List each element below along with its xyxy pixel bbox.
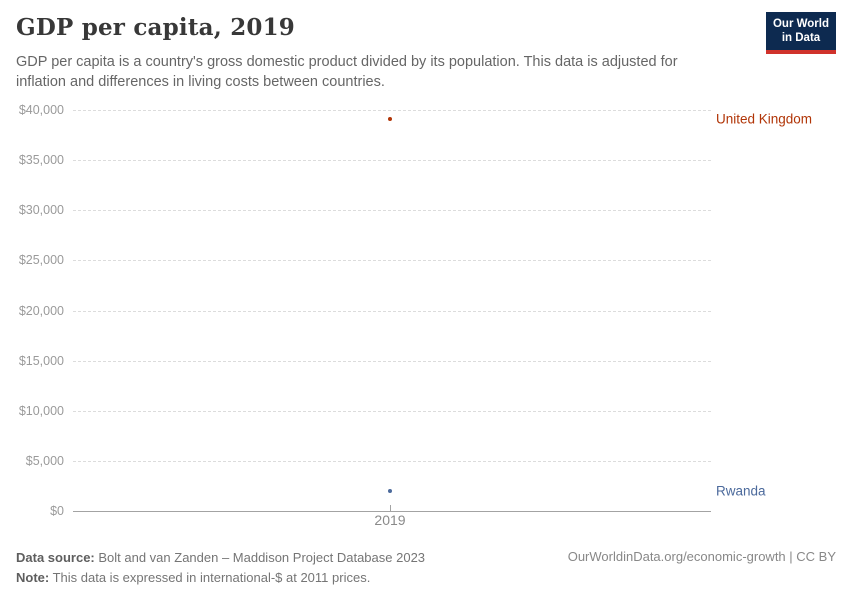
- series-label-united-kingdom[interactable]: United Kingdom: [716, 111, 813, 127]
- data-point-rwanda[interactable]: [388, 489, 392, 493]
- page-title: GDP per capita, 2019: [16, 14, 296, 41]
- y-tick-label: $30,000: [18, 203, 64, 217]
- y-tick-label: $5,000: [25, 454, 64, 468]
- gridline: [73, 360, 711, 362]
- note-label: Note:: [16, 570, 50, 585]
- footer-source-note: Data source: Bolt and van Zanden – Maddi…: [16, 548, 425, 588]
- series-label-rwanda[interactable]: Rwanda: [716, 483, 766, 499]
- y-tick-label: $15,000: [18, 354, 64, 368]
- owid-logo[interactable]: Our World in Data: [766, 12, 836, 54]
- x-tick-label: 2019: [374, 512, 406, 528]
- gridline: [73, 159, 711, 161]
- data-source-line: Data source: Bolt and van Zanden – Maddi…: [16, 548, 425, 568]
- y-tick-label: $10,000: [18, 404, 64, 418]
- owid-logo-line1: Our World: [772, 18, 829, 30]
- gridline: [73, 460, 711, 462]
- y-tick-label: $35,000: [18, 153, 64, 167]
- owid-logo-line2: in Data: [781, 32, 821, 45]
- y-tick-label: $0: [50, 504, 64, 518]
- gridline: [73, 410, 711, 412]
- chart-subtitle: GDP per capita is a country's gross dome…: [16, 54, 678, 90]
- y-tick-label: $40,000: [18, 103, 64, 117]
- note-text: This data is expressed in international-…: [49, 570, 371, 585]
- footer-link[interactable]: OurWorldinData.org/economic-growth | CC …: [567, 549, 836, 564]
- x-tick-mark: [390, 505, 391, 511]
- gridline: [73, 259, 711, 261]
- data-source-label: Data source:: [16, 550, 95, 565]
- axis-line: [73, 510, 711, 512]
- gridline: [73, 109, 711, 111]
- gridline: [73, 209, 711, 211]
- note-line: Note: This data is expressed in internat…: [16, 568, 425, 588]
- y-tick-label: $20,000: [18, 304, 64, 318]
- gridline: [73, 310, 711, 312]
- data-source-text: Bolt and van Zanden – Maddison Project D…: [94, 550, 426, 565]
- y-tick-label: $25,000: [18, 253, 64, 267]
- data-point-united-kingdom[interactable]: [388, 117, 392, 121]
